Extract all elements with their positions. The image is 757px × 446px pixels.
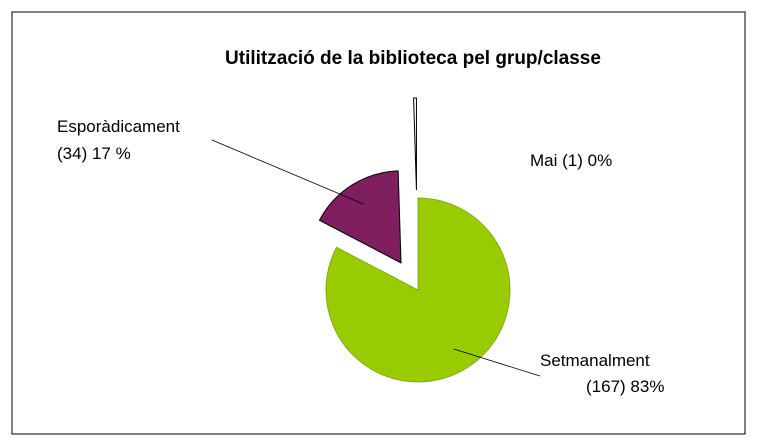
data-label: Mai (1) 0% [530,151,612,170]
pie-slice [325,197,511,383]
leader-line [211,139,365,205]
leader-line [453,348,541,377]
value-label: (34) 17 % [57,144,131,163]
pie-slice [318,170,402,264]
category-label: Mai [530,151,557,170]
value-label: (167) 83% [586,377,664,396]
pie-slice [413,97,417,191]
category-label: Esporàdicament [57,117,180,136]
value-label: (1) 0% [562,151,612,170]
category-label: Setmanalment [540,351,650,370]
chart-title: Utilització de la biblioteca pel grup/cl… [225,48,601,69]
